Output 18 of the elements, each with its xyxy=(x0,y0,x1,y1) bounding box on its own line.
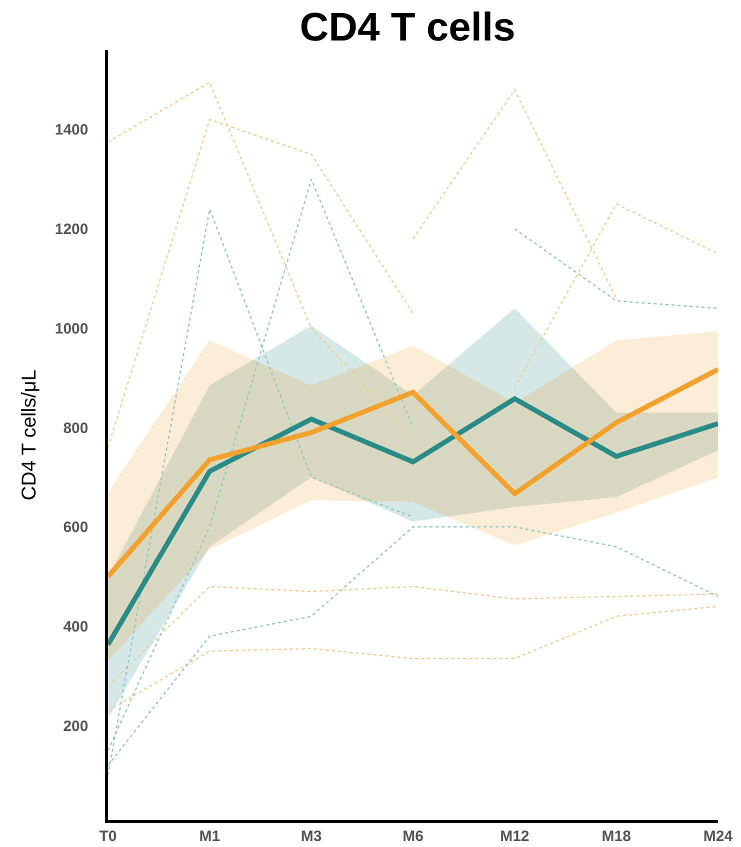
x-tick-label: T0 xyxy=(99,828,117,845)
y-tick-label: 1000 xyxy=(54,320,88,338)
line-series xyxy=(108,586,718,686)
x-tick-label: M18 xyxy=(602,828,631,845)
line-series xyxy=(108,606,718,712)
chart-title: CD4 T cells xyxy=(300,6,516,50)
x-tick-label: M24 xyxy=(703,828,734,845)
x-tick-label: M1 xyxy=(199,828,220,845)
y-tick-label: 400 xyxy=(63,618,88,636)
y-tick-label: 200 xyxy=(63,718,88,735)
y-tick-label: 1200 xyxy=(54,221,88,238)
x-tick-label: M3 xyxy=(300,828,322,845)
y-tick-label: 600 xyxy=(63,519,88,536)
x-tick-label: M12 xyxy=(500,828,530,845)
x-tick-label: M6 xyxy=(402,828,424,845)
y-tick-label: 800 xyxy=(63,420,88,437)
y-axis-title: CD4 T cells/μL xyxy=(18,370,40,500)
y-tick-label: 1400 xyxy=(54,122,88,139)
